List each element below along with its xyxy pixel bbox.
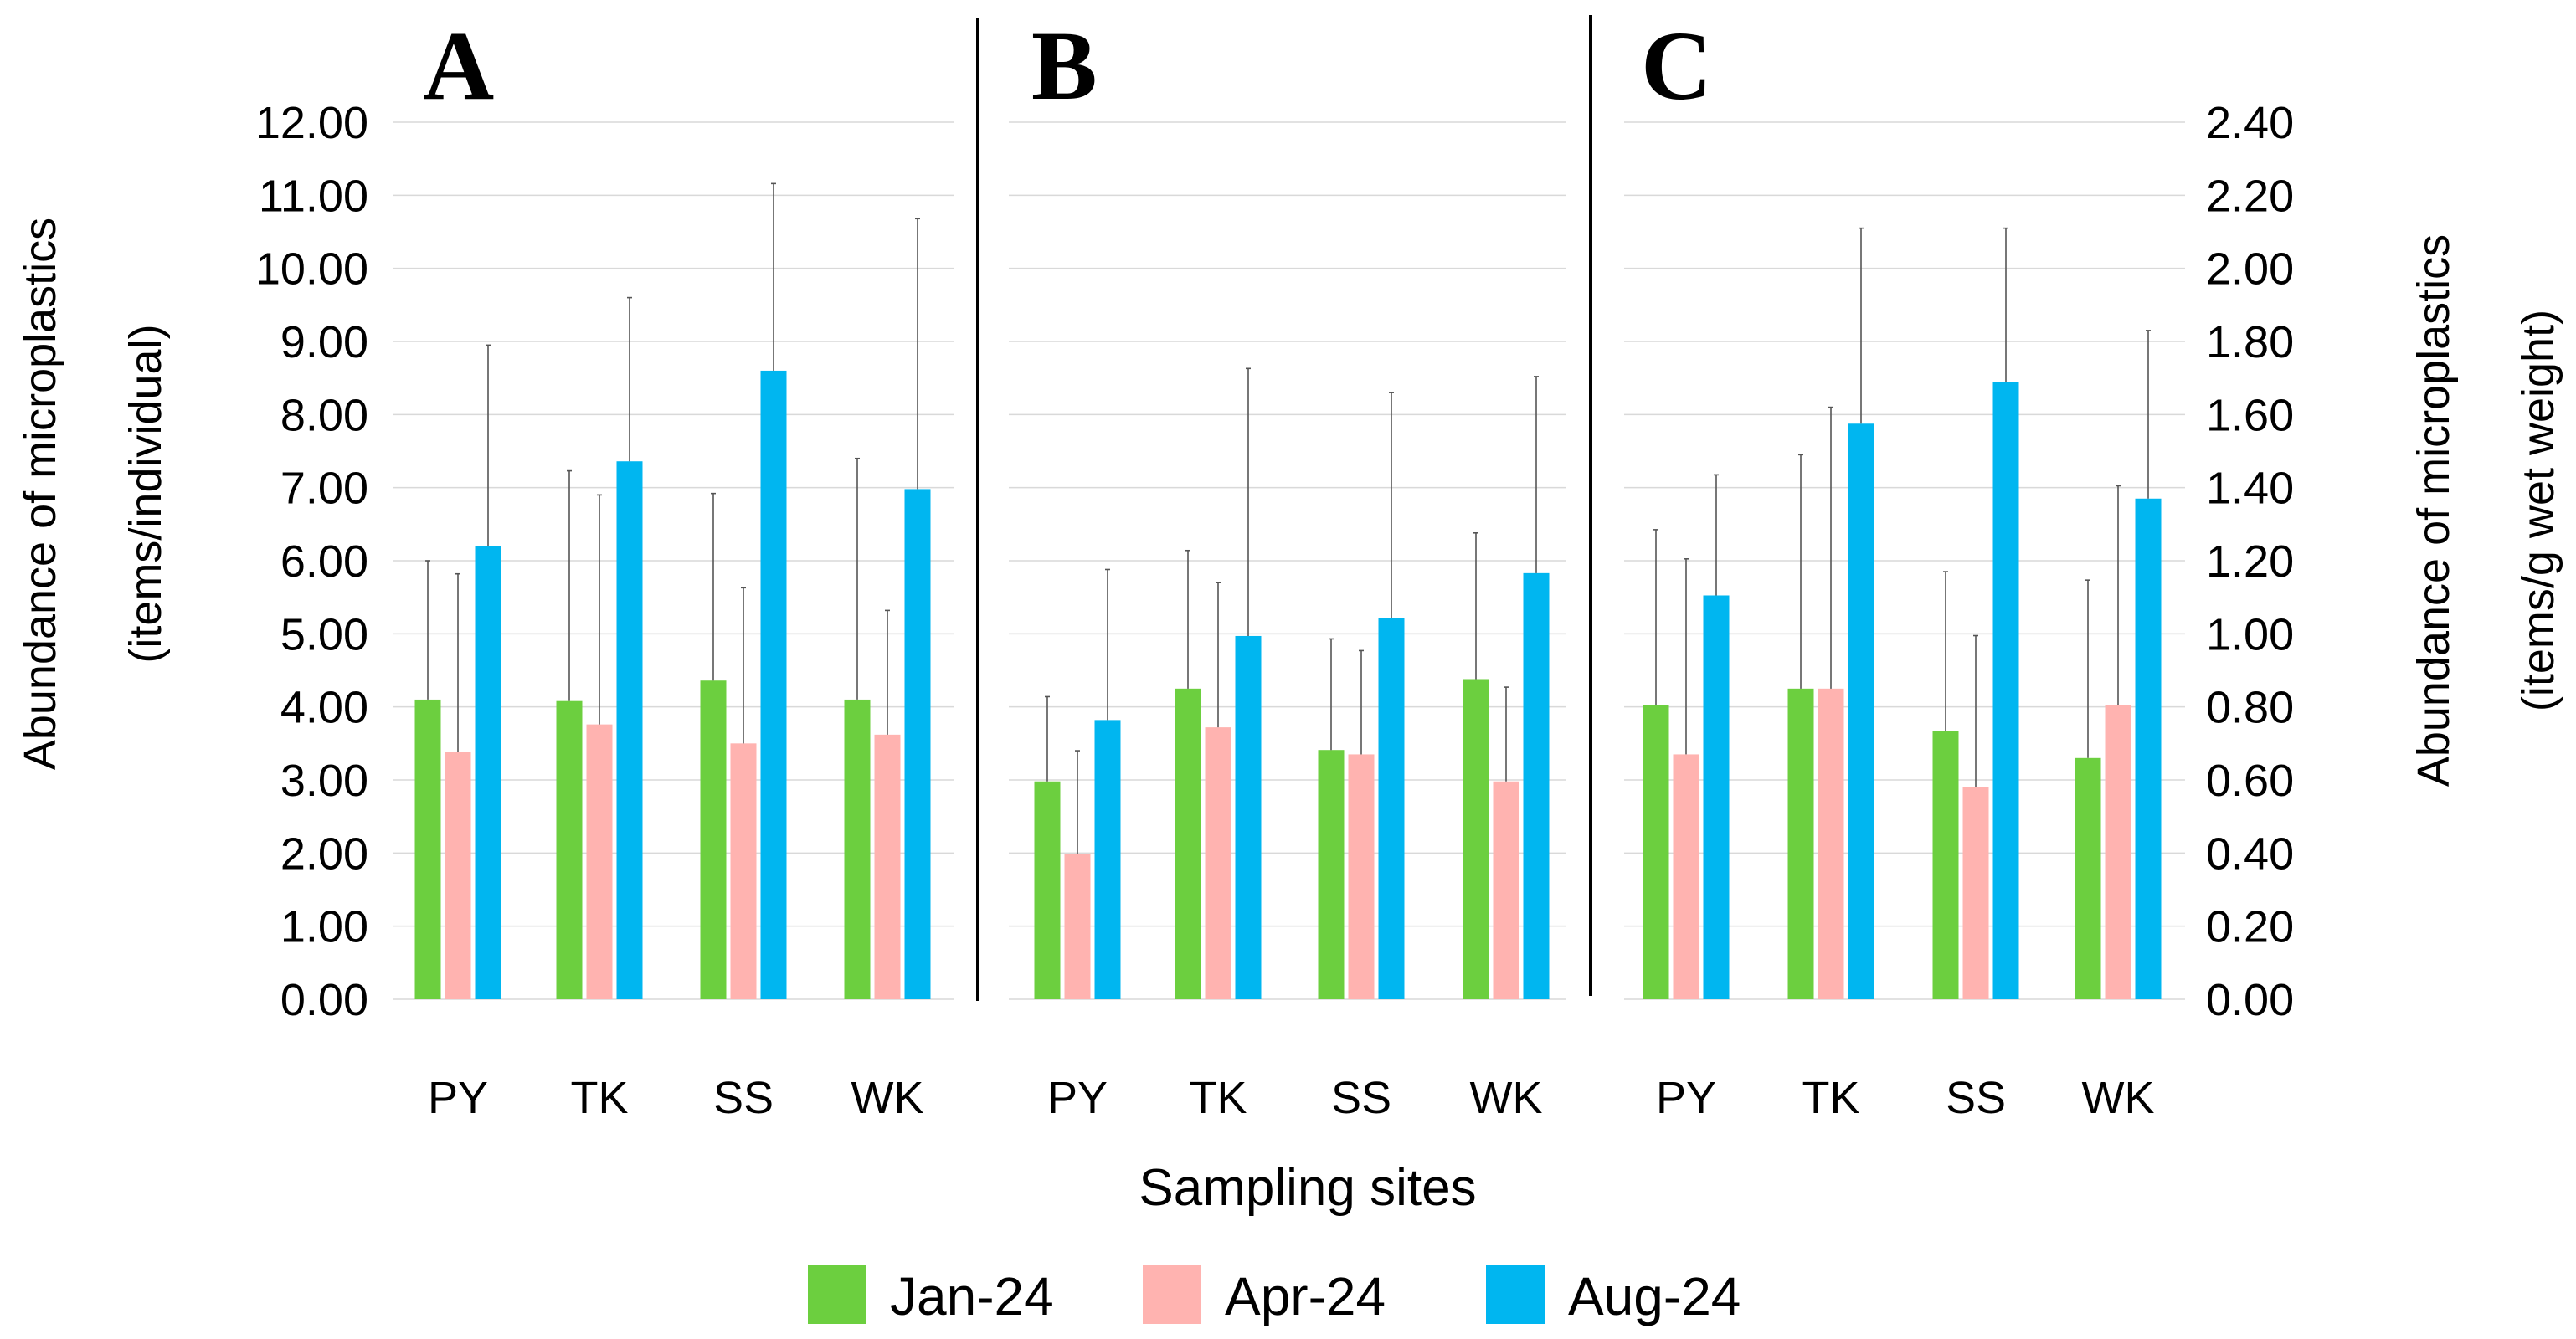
bar-a-tk-apr-24 bbox=[586, 724, 613, 999]
y-tick-label-right: 0.80 bbox=[2206, 683, 2294, 733]
y-tick-label-right: 1.80 bbox=[2206, 317, 2294, 367]
y-tick-label-left: 7.00 bbox=[280, 464, 368, 514]
y-tick-label-right: 1.00 bbox=[2206, 609, 2294, 659]
bar-a-ss-jan-24 bbox=[700, 680, 727, 999]
y-tick-label-left: 8.00 bbox=[280, 390, 368, 440]
bar-c-py-jan-24 bbox=[1643, 705, 1669, 999]
x-tick-label: TK bbox=[570, 1073, 628, 1123]
panel-dividers bbox=[976, 15, 1592, 1001]
bars bbox=[414, 370, 2162, 999]
legend-label-apr-24: Apr-24 bbox=[1225, 1266, 1386, 1326]
gridlines bbox=[393, 121, 2185, 1000]
bar-c-ss-jan-24 bbox=[1932, 731, 1959, 999]
y-tick-label-right: 0.20 bbox=[2206, 902, 2294, 952]
y-tick-label-right: 1.40 bbox=[2206, 464, 2294, 514]
bar-a-ss-aug-24 bbox=[760, 370, 787, 999]
y-tick-label-left: 10.00 bbox=[255, 244, 368, 295]
panel-label-b: B bbox=[1031, 11, 1098, 121]
x-tick-label: WK bbox=[851, 1073, 924, 1123]
x-tick-label: PY bbox=[1047, 1073, 1108, 1123]
y-tick-label-left: 0.00 bbox=[280, 975, 368, 1025]
bar-a-tk-aug-24 bbox=[616, 461, 643, 999]
y-axis-title-left-line2: (items/individual) bbox=[121, 324, 171, 663]
bar-a-tk-jan-24 bbox=[556, 700, 583, 999]
error-bars bbox=[425, 182, 2151, 854]
bar-b-wk-apr-24 bbox=[1493, 781, 1519, 999]
bar-a-wk-jan-24 bbox=[844, 699, 871, 999]
x-tick-label: PY bbox=[1656, 1073, 1716, 1123]
bar-c-wk-aug-24 bbox=[2135, 498, 2162, 999]
bar-b-wk-aug-24 bbox=[1523, 572, 1550, 999]
y-axis-title-left-line1: Abundance of microplastics bbox=[15, 218, 65, 770]
panel-label-c: C bbox=[1641, 11, 1712, 121]
bar-c-ss-apr-24 bbox=[1962, 787, 1989, 999]
legend-swatch-jan-24 bbox=[808, 1265, 866, 1324]
bar-b-tk-apr-24 bbox=[1205, 727, 1231, 999]
x-tick-label: SS bbox=[1946, 1073, 2006, 1123]
legend-swatch-aug-24 bbox=[1486, 1265, 1545, 1324]
bar-b-tk-aug-24 bbox=[1235, 635, 1262, 999]
bar-b-py-apr-24 bbox=[1064, 854, 1091, 999]
legend-swatch-apr-24 bbox=[1143, 1265, 1201, 1324]
y-tick-label-left: 5.00 bbox=[280, 609, 368, 659]
y-tick-label-right: 2.40 bbox=[2206, 98, 2294, 148]
bar-b-wk-jan-24 bbox=[1463, 679, 1489, 999]
y-tick-label-left: 3.00 bbox=[280, 756, 368, 806]
y-tick-label-right: 2.00 bbox=[2206, 244, 2294, 295]
bar-a-py-apr-24 bbox=[445, 752, 471, 999]
bar-c-wk-jan-24 bbox=[2075, 757, 2101, 999]
legend-label-aug-24: Aug-24 bbox=[1568, 1266, 1740, 1326]
bar-c-py-aug-24 bbox=[1703, 595, 1730, 999]
legend-label-jan-24: Jan-24 bbox=[890, 1266, 1054, 1326]
bar-a-ss-apr-24 bbox=[730, 743, 757, 999]
bar-b-py-jan-24 bbox=[1034, 781, 1061, 999]
panel-label-a: A bbox=[423, 11, 494, 121]
y-tick-label-right: 2.20 bbox=[2206, 171, 2294, 221]
y-tick-label-right: 1.60 bbox=[2206, 390, 2294, 440]
x-tick-label: WK bbox=[2082, 1073, 2155, 1123]
y-tick-label-right: 0.40 bbox=[2206, 829, 2294, 879]
bar-c-py-apr-24 bbox=[1673, 754, 1699, 999]
x-tick-label: PY bbox=[428, 1073, 488, 1123]
x-axis-title: Sampling sites bbox=[1139, 1159, 1476, 1217]
y-axis-title-right-line2: (items/g wet weight) bbox=[2513, 310, 2563, 711]
x-tick-label: SS bbox=[713, 1073, 774, 1123]
bar-c-tk-jan-24 bbox=[1787, 688, 1814, 999]
bar-b-ss-jan-24 bbox=[1318, 750, 1345, 999]
bar-b-ss-apr-24 bbox=[1348, 754, 1375, 999]
y-tick-label-left: 1.00 bbox=[280, 902, 368, 952]
x-tick-label: SS bbox=[1331, 1073, 1391, 1123]
y-tick-label-right: 1.20 bbox=[2206, 536, 2294, 587]
y-tick-label-left: 12.00 bbox=[255, 98, 368, 148]
y-tick-label-left: 4.00 bbox=[280, 683, 368, 733]
bar-c-ss-aug-24 bbox=[1992, 382, 2019, 999]
y-axis-title-right-line1: Abundance of microplastics bbox=[2409, 234, 2459, 787]
bar-c-tk-apr-24 bbox=[1818, 688, 1844, 999]
legend: Jan-24 Apr-24 Aug-24 bbox=[808, 1265, 1740, 1326]
bar-c-wk-apr-24 bbox=[2105, 705, 2131, 999]
y-tick-label-right: 0.00 bbox=[2206, 975, 2294, 1025]
bar-b-tk-jan-24 bbox=[1175, 688, 1201, 999]
y-tick-label-left: 9.00 bbox=[280, 317, 368, 367]
y-tick-label-left: 2.00 bbox=[280, 829, 368, 879]
x-tick-label: WK bbox=[1470, 1073, 1543, 1123]
bar-a-py-jan-24 bbox=[414, 699, 441, 999]
bar-a-wk-aug-24 bbox=[904, 489, 931, 999]
y-tick-label-right: 0.60 bbox=[2206, 756, 2294, 806]
bar-a-wk-apr-24 bbox=[874, 734, 901, 999]
bar-b-ss-aug-24 bbox=[1378, 618, 1405, 999]
x-tick-label: TK bbox=[1802, 1073, 1859, 1123]
chart-text: PY TK SS WK A PY TK SS WK B PY TK SS WK C 0.00 1.00 2.00 3… bbox=[15, 11, 2563, 1217]
bar-b-py-aug-24 bbox=[1094, 720, 1121, 999]
x-tick-label: TK bbox=[1189, 1073, 1247, 1123]
y-tick-label-left: 11.00 bbox=[259, 171, 368, 221]
bar-c-tk-aug-24 bbox=[1848, 423, 1874, 999]
bar-a-py-aug-24 bbox=[475, 546, 501, 999]
y-tick-label-left: 6.00 bbox=[280, 536, 368, 587]
